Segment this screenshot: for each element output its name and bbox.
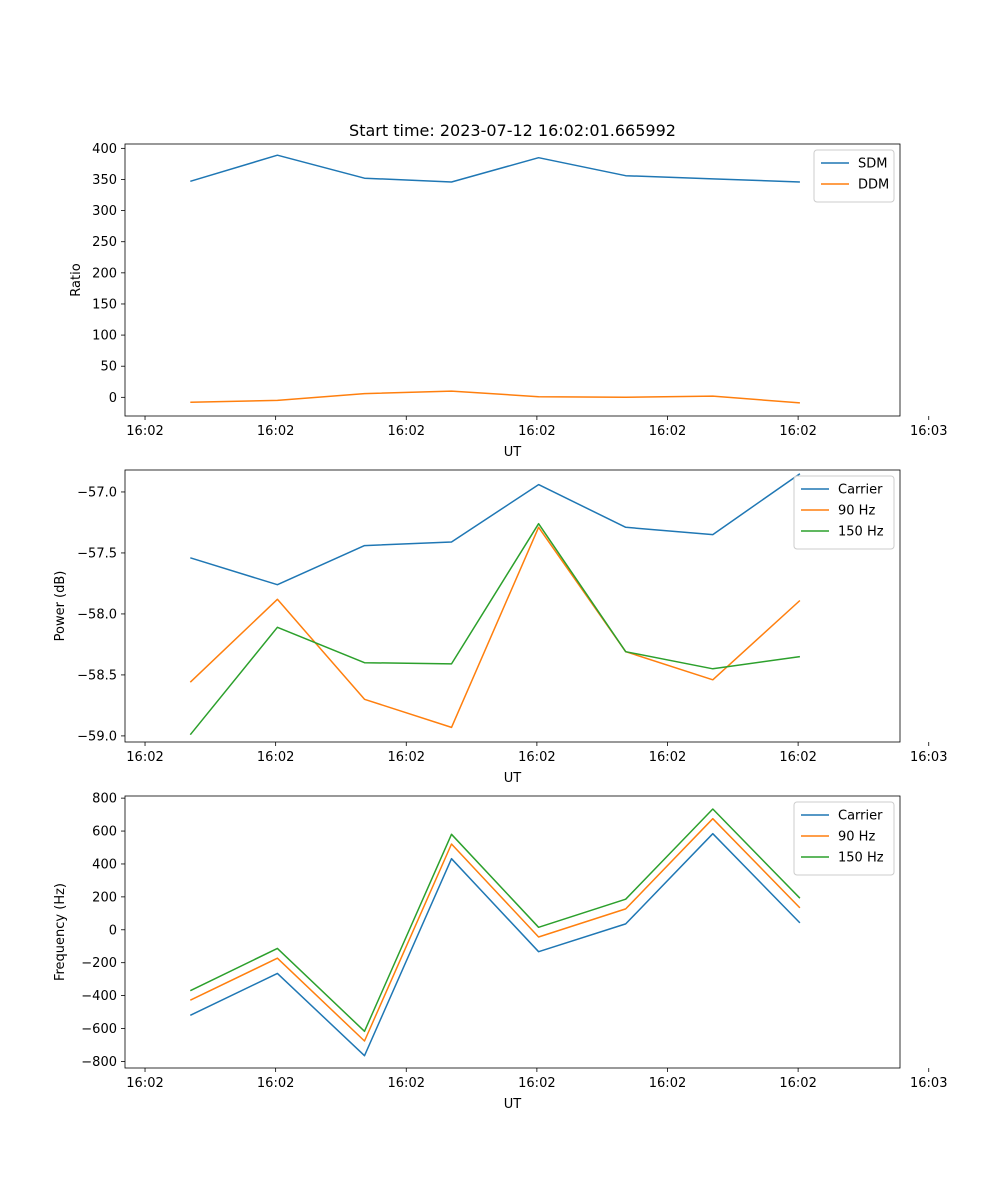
legend-label-90-hz: 90 Hz xyxy=(838,830,875,845)
x-tick-label: 16:02 xyxy=(779,1076,816,1091)
series-line-ddm xyxy=(190,390,800,404)
frequency-panel: 16:02 16:02 16:02 16:02 16:02 16:02 16:03 −800 −… xyxy=(53,792,947,1112)
power-panel: 16:02 16:02 16:02 16:02 16:02 16:02 16:03 −59.0… xyxy=(53,469,947,786)
legend-label-carrier: Carrier xyxy=(838,483,883,498)
x-tick-label: 16:02 xyxy=(126,424,163,439)
y-tick-label: 150 xyxy=(92,297,117,312)
y-tick-label: 250 xyxy=(92,235,117,250)
y-tick-label: −58.0 xyxy=(77,607,117,622)
y-tick-label: −57.5 xyxy=(77,546,117,561)
y-tick-label: −59.0 xyxy=(77,729,117,744)
x-tick-label: 16:02 xyxy=(126,750,163,765)
series-line-150-hz xyxy=(189,808,801,1033)
y-tick-label: 400 xyxy=(92,857,117,872)
y-tick-label: 100 xyxy=(92,329,117,344)
x-tick-label: 16:03 xyxy=(910,750,947,765)
x-tick-label: 16:03 xyxy=(910,424,947,439)
x-tick-label: 16:02 xyxy=(257,1076,294,1091)
y-axis-label: Ratio xyxy=(69,263,84,296)
x-axis-label: UT xyxy=(504,1097,522,1112)
axes-frame xyxy=(124,795,901,1069)
x-tick-label: 16:02 xyxy=(388,424,425,439)
x-tick-label: 16:02 xyxy=(649,424,686,439)
series-line-carrier xyxy=(189,832,801,1057)
y-tick-label: 600 xyxy=(92,825,117,840)
series-line-90-hz xyxy=(189,526,801,729)
y-tick-label: −200 xyxy=(81,956,117,971)
legend: Carrier 90 Hz 150 Hz xyxy=(793,801,895,876)
y-axis-label: Frequency (Hz) xyxy=(53,883,68,981)
x-tick-label: 16:03 xyxy=(910,1076,947,1091)
x-tick-label: 16:02 xyxy=(779,424,816,439)
axes-frame xyxy=(124,469,901,743)
x-tick-label: 16:02 xyxy=(126,1076,163,1091)
y-tick-label: 200 xyxy=(92,266,117,281)
y-tick-label: 200 xyxy=(92,890,117,905)
y-tick-label: 400 xyxy=(92,142,117,157)
y-axis-label: Power (dB) xyxy=(53,571,68,642)
legend-label-carrier: Carrier xyxy=(838,809,883,824)
figure-title: Start time: 2023-07-12 16:02:01.665992 xyxy=(349,121,676,140)
legend-label-ddm: DDM xyxy=(858,178,889,193)
x-tick-label: 16:02 xyxy=(649,750,686,765)
y-tick-label: −400 xyxy=(81,989,117,1004)
legend-label-150-hz: 150 Hz xyxy=(838,851,884,866)
series-line-carrier xyxy=(190,473,801,586)
x-tick-label: 16:02 xyxy=(518,1076,555,1091)
x-tick-label: 16:02 xyxy=(779,750,816,765)
x-tick-label: 16:02 xyxy=(388,750,425,765)
legend: SDM DDM xyxy=(813,149,895,203)
y-tick-label: 350 xyxy=(92,173,117,188)
series-line-150-hz xyxy=(189,522,801,736)
series-line-90-hz xyxy=(189,817,801,1042)
x-tick-label: 16:02 xyxy=(649,1076,686,1091)
y-tick-label: −600 xyxy=(81,1022,117,1037)
legend: Carrier 90 Hz 150 Hz xyxy=(793,475,895,550)
y-tick-label: 0 xyxy=(109,923,117,938)
y-tick-label: −57.0 xyxy=(77,485,117,500)
y-tick-label: 300 xyxy=(92,204,117,219)
x-tick-label: 16:02 xyxy=(257,750,294,765)
x-axis-label: UT xyxy=(504,445,522,460)
series-line-sdm xyxy=(190,154,800,183)
legend-label-sdm: SDM xyxy=(858,157,887,172)
legend-label-90-hz: 90 Hz xyxy=(838,504,875,519)
x-tick-label: 16:02 xyxy=(257,424,294,439)
x-tick-label: 16:02 xyxy=(518,424,555,439)
x-axis-label: UT xyxy=(504,771,522,786)
y-tick-label: −58.5 xyxy=(77,668,117,683)
y-tick-label: −800 xyxy=(81,1055,117,1070)
y-tick-label: 800 xyxy=(92,792,117,807)
x-tick-label: 16:02 xyxy=(518,750,555,765)
axes-frame xyxy=(124,143,901,417)
ratio-panel: 16:02 16:02 16:02 16:02 16:02 16:02 16:03 0 50 10… xyxy=(69,142,947,460)
y-tick-label: 50 xyxy=(100,360,117,375)
y-tick-label: 0 xyxy=(109,391,117,406)
legend-label-150-hz: 150 Hz xyxy=(838,525,884,540)
x-tick-label: 16:02 xyxy=(388,1076,425,1091)
